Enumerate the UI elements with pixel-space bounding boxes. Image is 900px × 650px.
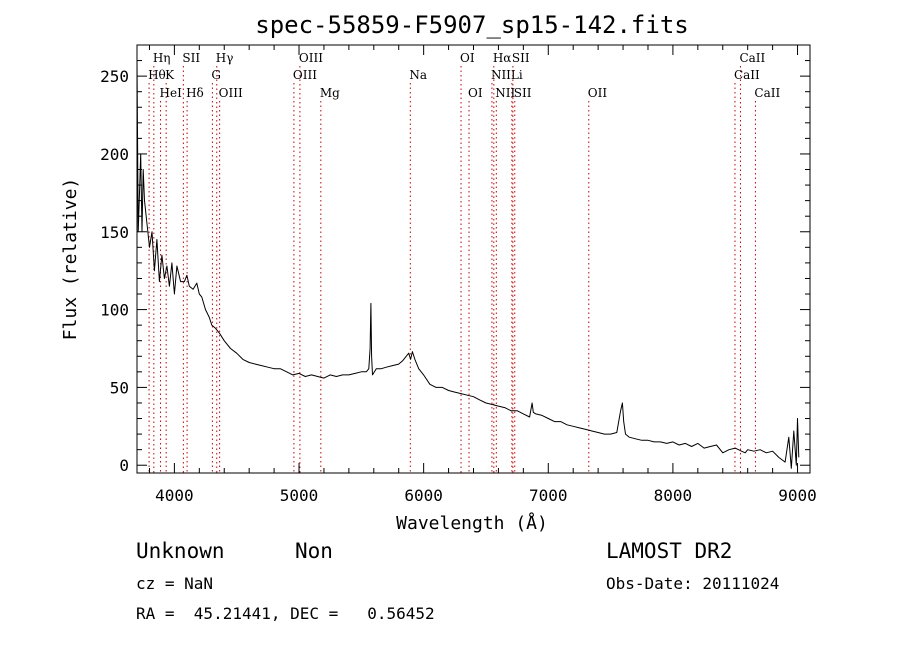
spectral-line-label: NII [491,68,511,82]
spectral-line-label: SII [514,86,532,100]
spectral-line-label: NII [495,86,515,100]
y-axis-label: Flux (relative) [60,178,81,341]
spectral-line-label: OIII [299,51,323,65]
spectral-line-label: OI [468,86,483,100]
x-tick-label: 5000 [280,486,319,505]
spectrum-line [136,60,800,469]
spectral-class: Unknown [136,539,225,563]
y-tick-label: 50 [110,378,129,397]
y-tick-label: 200 [100,145,129,164]
survey-name: LAMOST DR2 [606,539,732,563]
spectral-line-label: Hη [153,51,171,65]
coordinates: RA = 45.21441, DEC = 0.56452 [136,604,435,623]
y-tick-label: 150 [100,223,129,242]
spectral-line-label: OII [588,86,608,100]
spectral-line-label: CaII [739,51,765,65]
y-tick-label: 0 [119,456,129,475]
spectral-line-label: Hδ [186,86,204,100]
x-tick-label: 9000 [778,486,817,505]
spectral-line-label: OI [460,51,475,65]
spectral-line-label: SII [512,51,530,65]
spectral-line-label: Mg [320,86,340,100]
spectral-line-label: HeI [160,86,183,100]
spectral-line-label: OIII [293,68,317,82]
x-tick-label: 4000 [155,486,194,505]
spectral-line-label: SII [182,51,200,65]
y-tick-label: 250 [100,67,129,86]
spectral-subclass: Non [295,539,333,563]
spectral-line-label: Hθ [148,68,166,82]
y-axis-ticks: 0 50 100 150 200 250 [100,60,810,475]
chart-title: spec-55859-F5907_sp15-142.fits [255,11,688,39]
spectral-line-label: Hα [493,51,512,65]
spectral-line-label: Li [511,68,523,82]
redshift-cz: cz = NaN [136,574,213,593]
plot-frame [136,44,811,474]
spectral-line-markers [148,66,756,473]
x-tick-label: 7000 [529,486,568,505]
x-axis-ticks: 4000 5000 6000 7000 8000 9000 [148,45,817,505]
spectral-line-label: Na [409,68,427,82]
spectrum-series [136,60,800,469]
x-tick-label: 6000 [404,486,443,505]
y-tick-label: 100 [100,301,129,320]
spectral-line-label: G [211,68,221,82]
x-tick-label: 8000 [654,486,693,505]
spectral-line-label: Hγ [216,51,234,65]
x-axis-label: Wavelength (Å) [396,512,548,534]
spectral-line-label: CaII [754,86,780,100]
spectral-line-label: CaII [734,68,760,82]
observation-date: Obs-Date: 20111024 [606,574,779,593]
spectral-line-label: OIII [219,86,243,100]
spectral-line-label: K [165,68,175,82]
